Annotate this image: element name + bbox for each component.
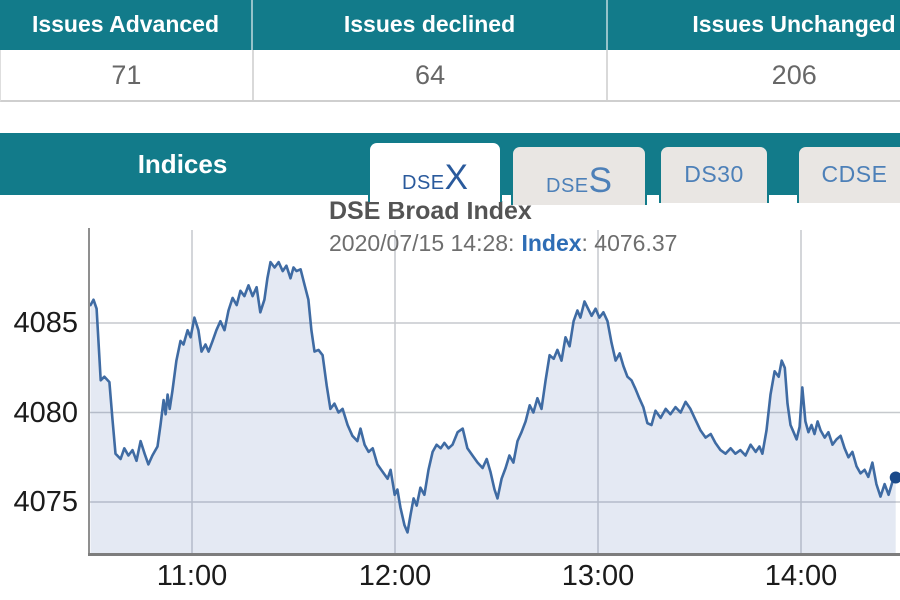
chart-subtitle-datetime: 2020/07/15 14:28: (329, 230, 515, 256)
tab-dses-prefix: DSE (546, 175, 589, 197)
tab-dses-suffix: S (588, 161, 612, 200)
index-line (89, 260, 897, 534)
indices-section-title: Indices (137, 149, 228, 179)
y-tick-label: 4075 (13, 486, 78, 518)
chart-subtitle-value: : 4076.37 (581, 230, 678, 256)
x-tick-label: 14:00 (764, 560, 838, 592)
issues-advanced-value: 71 (1, 50, 254, 100)
tab-ds30-label: DS30 (684, 161, 744, 187)
tab-cdse[interactable]: CDSE (797, 145, 900, 203)
chart-subtitle-series-key: Index (521, 230, 582, 256)
issues-advanced-header: Issues Advanced (0, 0, 253, 50)
issues-declined-header: Issues declined (253, 0, 608, 50)
x-tick-label: 12:00 (358, 560, 432, 592)
tab-dses[interactable]: DSE S (511, 145, 647, 205)
tab-dsex-suffix: X (444, 158, 468, 197)
tab-cdse-label: CDSE (821, 161, 888, 187)
issues-unchanged-header: Issues Unchanged (692, 11, 896, 37)
chart-subtitle: 2020/07/15 14:28: Index: 4076.37 (329, 230, 677, 257)
issues-table-value-row: 71 64 206 (0, 50, 900, 102)
x-tick-label: 11:00 (156, 560, 228, 592)
index-area-fill (90, 262, 896, 553)
last-point-marker (889, 471, 900, 484)
issues-unchanged-value: 206 (771, 60, 817, 90)
issues-table-header-row: Issues Advanced Issues declined Issues U… (0, 0, 900, 50)
tab-ds30[interactable]: DS30 (659, 145, 769, 203)
x-tick-label: 13:00 (561, 560, 635, 592)
tab-dsex-prefix: DSE (402, 172, 445, 194)
tab-dsex[interactable]: DSE X (368, 141, 502, 202)
y-tick-label: 4080 (13, 396, 78, 429)
issues-declined-value: 64 (254, 50, 609, 100)
y-tick-label: 4085 (13, 307, 78, 339)
